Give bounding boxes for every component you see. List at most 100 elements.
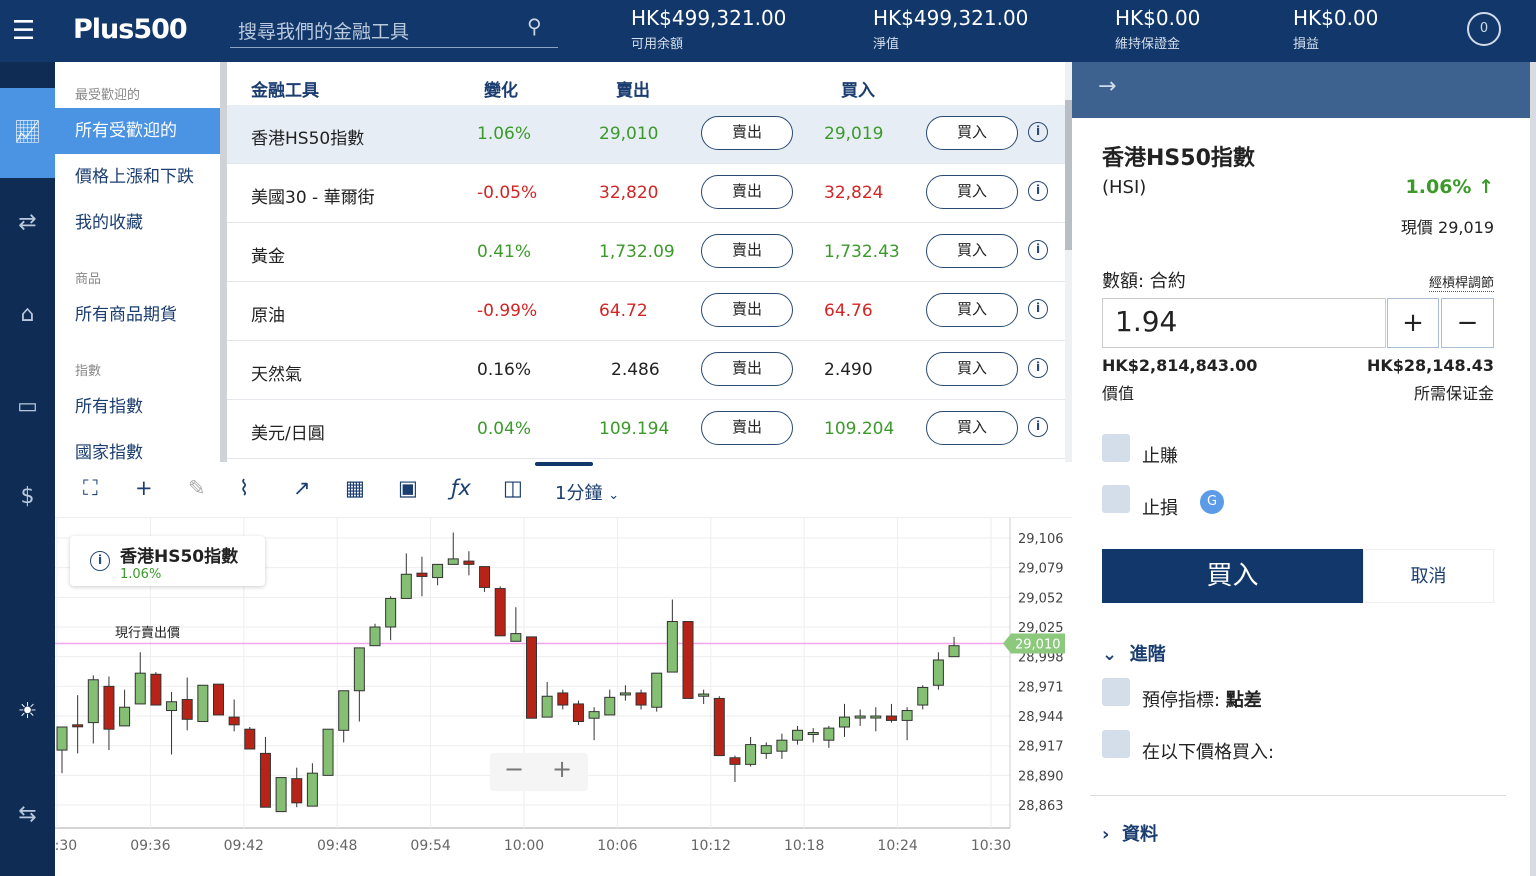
advanced-toggle[interactable]: ⌄ 進階 <box>1102 640 1166 666</box>
zoom-controls: − + <box>490 753 588 791</box>
timeframe-dropdown[interactable]: 1分鐘 ⌄ <box>555 479 619 505</box>
menu-item-all-popular[interactable]: 所有受歡迎的 <box>55 108 220 154</box>
candle-body <box>682 621 694 699</box>
trailing-stop-checkbox[interactable] <box>1102 678 1130 706</box>
brightness-icon[interactable]: ☀ <box>17 699 38 724</box>
candle-body <box>463 560 475 565</box>
fullscreen-icon[interactable]: ⛶ <box>83 476 98 500</box>
exchange-icon[interactable]: ⇄ <box>18 210 37 235</box>
y-tick-label: 28,863 <box>1018 799 1064 814</box>
info-icon[interactable]: i <box>1028 358 1048 378</box>
table-scroll-thumb[interactable] <box>1065 100 1072 250</box>
function-icon[interactable]: ƒx <box>451 476 471 500</box>
sell-button[interactable]: 賣出 <box>701 411 793 445</box>
buy-button[interactable]: 買入 <box>926 293 1018 327</box>
stat-value: HK$0.00 <box>1293 6 1379 30</box>
chart-type-icon[interactable]: ⌇ <box>239 476 250 500</box>
collapse-arrow-icon[interactable]: → <box>1072 62 1530 118</box>
menu-item-favorites[interactable]: 我的收藏 <box>75 213 143 233</box>
pencil-icon[interactable]: ✎ <box>188 476 206 500</box>
info-section-toggle[interactable]: › 資料 <box>1102 820 1158 846</box>
info-icon[interactable]: i <box>1028 299 1048 319</box>
table-scrollbar[interactable] <box>1065 62 1072 462</box>
table-row[interactable]: 香港HS50指數 1.06% 29,010 賣出 29,019 買入 i <box>227 105 1065 164</box>
logo: Plus500 <box>73 14 188 45</box>
account-badge[interactable]: 0 <box>1467 12 1501 46</box>
sell-button[interactable]: 賣出 <box>701 234 793 268</box>
menu-scrollbar[interactable] <box>220 62 227 462</box>
hamburger-icon[interactable]: ☰ <box>12 16 36 46</box>
switch-icon[interactable]: ⇆ <box>18 802 37 827</box>
sell-price: 1,732.09 <box>599 242 675 262</box>
crosshair-icon[interactable]: + <box>135 476 153 500</box>
buy-button[interactable]: 買入 <box>926 352 1018 386</box>
search-icon[interactable]: ⚲ <box>527 14 542 38</box>
table-row[interactable]: 黃金 0.41% 1,732.09 賣出 1,732.43 買入 i <box>227 223 1065 282</box>
leverage-link[interactable]: 經槓桿調節 <box>1428 272 1494 292</box>
divider <box>1090 795 1506 796</box>
quantity-input[interactable]: 1.94 <box>1102 298 1386 348</box>
candle-body <box>306 772 318 807</box>
decrement-button[interactable]: − <box>1441 298 1494 348</box>
order-panel-scrollbar[interactable] <box>1530 62 1536 876</box>
col-change[interactable]: 變化 <box>484 81 518 101</box>
sell-button[interactable]: 賣出 <box>701 352 793 386</box>
menu-item-country-indices[interactable]: 國家指數 <box>75 443 143 463</box>
col-buy[interactable]: 買入 <box>841 81 875 101</box>
stop-loss-checkbox[interactable] <box>1102 485 1130 513</box>
trailing-stop-unit: 點差 <box>1225 690 1262 711</box>
save-icon[interactable]: ▣ <box>398 476 418 500</box>
menu-heading: 指數 <box>75 364 102 379</box>
buy-button[interactable]: 買入 <box>1102 549 1363 603</box>
candle-body <box>213 683 224 716</box>
candle-settings-icon[interactable]: ◫ <box>503 476 523 500</box>
briefcase-icon[interactable]: ▭ <box>17 394 38 419</box>
info-icon[interactable]: i <box>1028 181 1048 201</box>
increment-button[interactable]: + <box>1387 298 1439 348</box>
table-row[interactable]: 天然氣 0.16% 2.486 賣出 2.490 買入 i <box>227 341 1065 400</box>
menu-item-commodities[interactable]: 所有商品期貨 <box>75 305 177 325</box>
menu-item-all-indices[interactable]: 所有指數 <box>75 397 143 417</box>
col-sell[interactable]: 賣出 <box>616 81 650 101</box>
sell-button[interactable]: 賣出 <box>701 175 793 209</box>
dollar-icon[interactable]: $ <box>20 484 35 509</box>
chart-line-icon[interactable]: 📈︎ <box>0 88 55 178</box>
sell-button[interactable]: 賣出 <box>701 116 793 150</box>
search-input[interactable]: 搜尋我們的金融工具 <box>230 12 558 48</box>
candle-body <box>526 636 537 719</box>
cancel-button[interactable]: 取消 <box>1363 549 1494 603</box>
timeframe-label: 1分鐘 <box>555 483 603 504</box>
tag-icon[interactable]: ⌂ <box>20 302 35 327</box>
candle-body <box>150 673 162 706</box>
info-icon[interactable]: i <box>1028 240 1048 260</box>
candle-body <box>479 566 491 588</box>
info-icon[interactable]: i <box>1028 122 1048 142</box>
guaranteed-stop-badge[interactable]: G <box>1200 490 1224 514</box>
menu-item-risers-fallers[interactable]: 價格上漲和下跌 <box>75 167 194 187</box>
price-chart[interactable]: 29,106 29,079 29,052 29,025 28,998 28,971 28,9… <box>55 518 1072 860</box>
buy-button[interactable]: 買入 <box>926 175 1018 209</box>
indicator-icon[interactable]: ↗ <box>293 476 311 500</box>
sell-price: 64.72 <box>599 301 648 321</box>
instrument-name: 美國30 - 華爾街 <box>251 188 375 208</box>
layout-grid-icon[interactable]: ▦ <box>345 476 365 500</box>
table-row[interactable]: 原油 -0.99% 64.72 賣出 64.76 買入 i <box>227 282 1065 341</box>
buy-button[interactable]: 買入 <box>926 234 1018 268</box>
zoom-in-button[interactable]: + <box>552 755 573 783</box>
buy-button[interactable]: 買入 <box>926 411 1018 445</box>
table-row[interactable]: 美國30 - 華爾街 -0.05% 32,820 賣出 32,824 買入 i <box>227 164 1065 223</box>
col-instrument[interactable]: 金融工具 <box>251 81 319 101</box>
panel-resize-handle[interactable] <box>535 462 593 466</box>
table-row[interactable]: 美元/日圓 0.04% 109.194 賣出 109.204 買入 i <box>227 400 1065 459</box>
zoom-out-button[interactable]: − <box>504 755 525 783</box>
info-icon[interactable]: i <box>90 551 110 571</box>
take-profit-label: 止賺 <box>1142 446 1178 467</box>
buy-price: 109.204 <box>824 419 895 439</box>
stop-loss-label: 止損 <box>1142 498 1178 519</box>
sell-button[interactable]: 賣出 <box>701 293 793 327</box>
take-profit-checkbox[interactable] <box>1102 434 1130 462</box>
buy-at-price-checkbox[interactable] <box>1102 730 1130 758</box>
buy-button[interactable]: 買入 <box>926 116 1018 150</box>
info-icon[interactable]: i <box>1028 417 1048 437</box>
candle-body <box>932 659 944 686</box>
